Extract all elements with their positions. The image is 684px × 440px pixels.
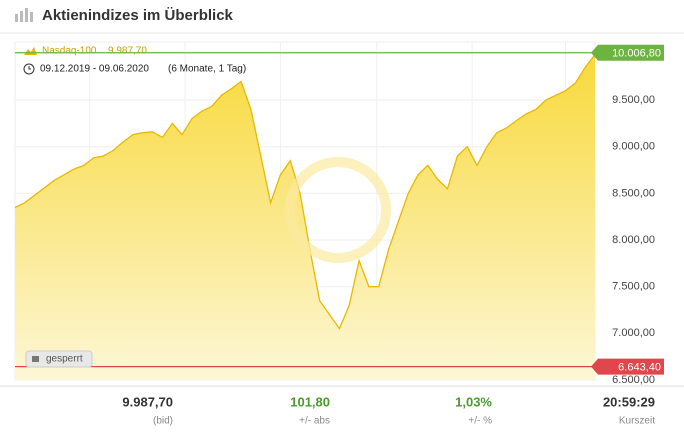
watermark-ring [285, 157, 391, 263]
reference-label: 6.643,40 [618, 362, 661, 374]
footer-value: 101,80 [290, 394, 330, 409]
period: 09.12.2019 - 09.06.2020 [40, 64, 149, 75]
lock-icon [32, 356, 39, 362]
y-tick-label: 7.500,00 [612, 281, 655, 293]
plot: 6.500,00 7.000,00 7.500,00 8.000,00 8.500,00… [14, 41, 664, 386]
y-tick-label: 7.000,00 [612, 327, 655, 339]
footer-note: +/- % [468, 416, 492, 427]
reference-label: 10.006,80 [612, 48, 661, 60]
footer-note: +/- abs [299, 416, 330, 427]
y-tick-label: 9.000,00 [612, 141, 655, 153]
reference-badge [591, 358, 664, 375]
legend-value: 9.987,70 [108, 46, 147, 57]
footer-value: 9.987,70 [122, 394, 173, 409]
y-tick-label: 9.500,00 [612, 94, 655, 106]
title: Aktienindizes im Überblick [42, 7, 234, 24]
y-tick-label: 8.500,00 [612, 187, 655, 199]
watermark: GT [310, 188, 366, 232]
clock-icon [23, 63, 35, 75]
clock-hand [28, 66, 31, 70]
footer-value: 1,03% [455, 394, 492, 409]
y-tick-label: 6.500,00 [612, 374, 655, 386]
locked-label: gesperrt [46, 354, 83, 365]
legend-label: Nasdaq-100 [42, 46, 97, 57]
area [15, 54, 595, 380]
footer-value: 20:59:29 [603, 394, 655, 409]
footer-note: (bid) [153, 416, 173, 427]
reference-badge [591, 44, 664, 61]
footer-note: Kurszeit [619, 416, 655, 427]
period-note: (6 Monate, 1 Tag) [168, 64, 246, 75]
line [14, 54, 596, 331]
locked-badge [25, 350, 93, 368]
title-icon [15, 8, 33, 22]
y-tick-label: 8.000,00 [612, 234, 655, 246]
footer: 9.987,70 (bid) 101,80 +/- abs 1,03% +/- % 20:5… [122, 394, 655, 426]
